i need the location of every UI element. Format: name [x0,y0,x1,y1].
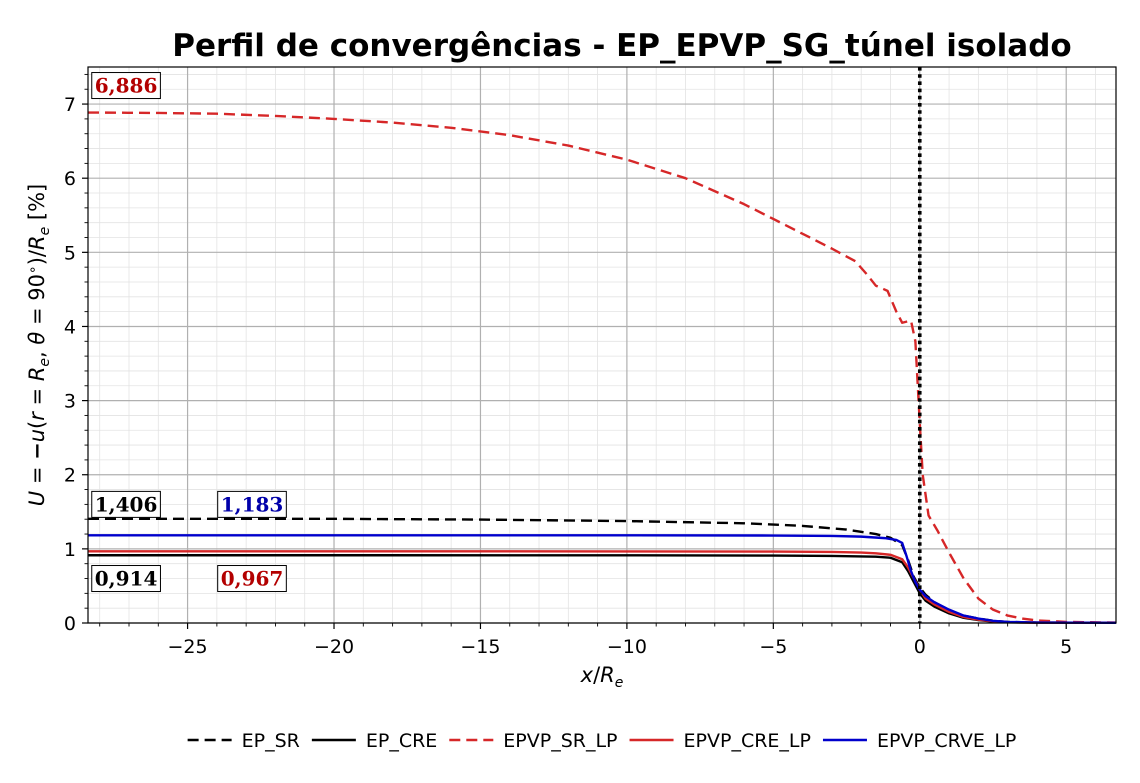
y-tick-label: 2 [64,465,76,487]
x-tick-label: −15 [460,636,500,658]
annotation-box [91,490,161,518]
y-tick-label: 7 [64,94,76,116]
x-axis-label: x/Re [580,663,624,691]
x-tick-label: −5 [759,636,787,658]
annotation-text: 1,406 [95,492,158,516]
y-tick-label: 0 [64,613,76,635]
axis-ticks: −25 −20 −15 −10 −5 0 5 0 1 2 3 4 5 6 7 [64,73,1096,658]
annotation-box [91,72,161,100]
legend-item-ep-cre: EP_CRE [311,730,437,752]
legend-label: EPVP_CRVE_LP [877,730,1016,752]
y-tick-label: 4 [64,316,76,338]
plot-background [88,67,1116,623]
y-axis-label: U = −u(r = Re, θ = 90∘)/Re [%] [25,184,53,506]
x-tick-label: −20 [314,636,354,658]
series-line-epvp-sr-lp [87,111,1117,624]
legend-item-epvp-crve-lp: EPVP_CRVE_LP [822,730,1016,752]
annotation-text: 0,967 [221,567,284,591]
x-tick-label: 0 [914,636,926,658]
x-tick-label: −10 [607,636,647,658]
value-annotation: 0,967 [217,565,287,593]
legend-label: EP_CRE [366,730,437,752]
legend-label: EPVP_CRE_LP [684,730,811,752]
plot-area [87,66,1117,625]
value-annotation: 1,183 [217,490,287,518]
legend-item-ep-sr: EP_SR [187,730,300,752]
value-annotation: 6,886 [91,72,161,100]
value-annotation: 0,914 [91,565,161,593]
chart-title: Perfil de convergências - EP_EPVP_SG_tún… [172,28,1071,64]
value-annotation: 1,406 [91,490,161,518]
major-grid [88,67,1116,624]
x-tick-label: −25 [168,636,208,658]
annotation-box [217,565,287,593]
legend-item-epvp-sr-lp: EPVP_SR_LP [449,730,618,752]
value-annotations: 6,886 1,406 1,183 0,914 0,967 [91,72,287,593]
annotation-text: 1,183 [221,492,284,516]
annotation-text: 0,914 [95,567,158,591]
minor-grid [88,67,1116,623]
plot-frame [87,66,1117,624]
annotation-box [91,565,161,593]
x-tick-label: 5 [1060,636,1072,658]
y-tick-label: 1 [64,539,76,561]
annotation-text: 6,886 [95,74,158,98]
series-line-epvp-crve-lp [88,534,1117,625]
annotation-box [217,490,287,518]
legend: EP_SR EP_CRE EPVP_SR_LP EPVP_CRE_LP EPVP_CRV… [187,730,1016,752]
y-tick-label: 3 [64,391,76,413]
legend-label: EP_SR [242,730,300,752]
legend-label: EPVP_SR_LP [503,730,617,752]
y-tick-label: 6 [64,168,76,190]
legend-item-epvp-cre-lp: EPVP_CRE_LP [629,730,811,752]
y-tick-label: 5 [64,242,76,264]
series-layer [87,67,1117,625]
